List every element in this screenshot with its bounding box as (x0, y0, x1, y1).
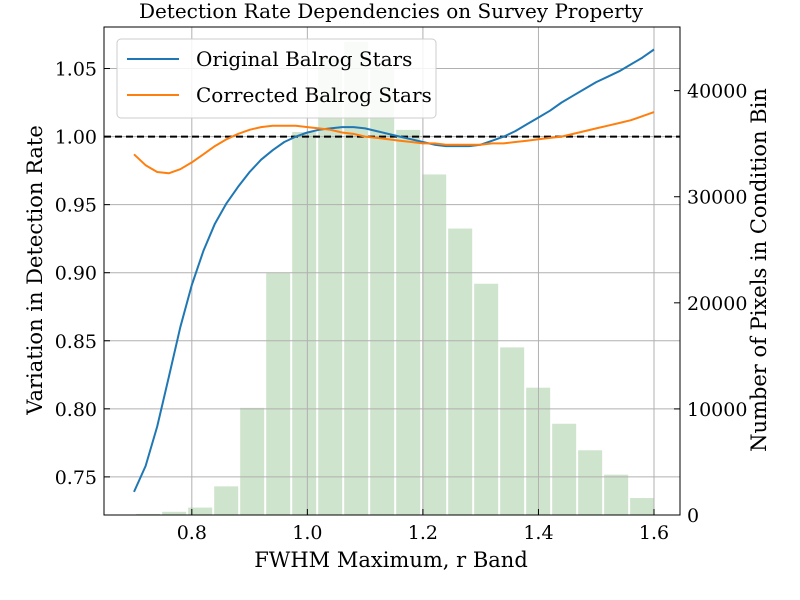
x-tick-label: 0.8 (177, 522, 207, 544)
histogram-bar (578, 450, 603, 515)
y2-axis-label: Number of Pixels in Condition Bin (747, 88, 771, 452)
series-line-original (133, 48, 655, 493)
histogram-bar (266, 273, 291, 515)
x-tick-label: 1.4 (523, 522, 553, 544)
series-line-corrected (133, 111, 655, 175)
y2-tick-label: 30000 (687, 187, 747, 209)
histogram-bar (552, 423, 577, 515)
y-tick-label: 0.80 (55, 399, 97, 421)
histogram-bar (214, 486, 239, 515)
histogram-bar (292, 132, 317, 515)
histogram-bar (240, 407, 265, 515)
histogram-bar (396, 129, 421, 515)
y2-tick-label: 20000 (687, 293, 747, 315)
legend-box (116, 38, 437, 119)
x-tick-label: 1.6 (639, 522, 669, 544)
x-tick-label: 1.2 (408, 522, 438, 544)
histogram-bar (318, 56, 343, 516)
series-lines (133, 48, 655, 493)
y2-tick-label: 40000 (687, 81, 747, 103)
y-tick-label: 0.95 (55, 195, 97, 217)
histogram-bar (500, 347, 525, 515)
histogram-bar (630, 498, 655, 515)
y-tick-label: 0.85 (55, 331, 97, 353)
y-tick-label: 1.00 (55, 127, 97, 149)
plot-frame (103, 26, 681, 516)
y2-tick-label: 10000 (687, 399, 747, 421)
histogram-bar (604, 474, 629, 515)
histogram-bar (448, 228, 473, 515)
x-axis: 0.8 1.0 1.2 1.4 1.6 (177, 509, 669, 544)
legend-label-original: Original Balrog Stars (196, 47, 412, 71)
x-axis-label: FWHM Maximum, r Band (254, 548, 528, 572)
y-tick-label: 0.90 (55, 263, 97, 285)
x-tick-label: 1.0 (292, 522, 322, 544)
histogram-bar (370, 67, 395, 515)
y2-tick-label: 0 (687, 505, 699, 527)
histogram-bar (422, 174, 447, 515)
legend: Original Balrog Stars Corrected Balrog S… (116, 38, 437, 119)
y-tick-label: 1.05 (55, 59, 97, 81)
y2-axis: 0 10000 20000 30000 40000 (674, 81, 747, 527)
histogram-bar (474, 283, 499, 515)
y-axis-label: Variation in Detection Rate (23, 125, 47, 416)
histogram-bar (136, 513, 161, 515)
histogram (136, 41, 655, 516)
histogram-bar (188, 507, 213, 515)
chart-title: Detection Rate Dependencies on Survey Pr… (139, 0, 644, 23)
y-axis: 0.75 0.80 0.85 0.90 0.95 1.00 1.05 (55, 59, 110, 489)
histogram-bar (162, 511, 187, 515)
legend-label-corrected: Corrected Balrog Stars (196, 83, 432, 107)
y-tick-label: 0.75 (55, 467, 97, 489)
histogram-bar (344, 41, 369, 515)
